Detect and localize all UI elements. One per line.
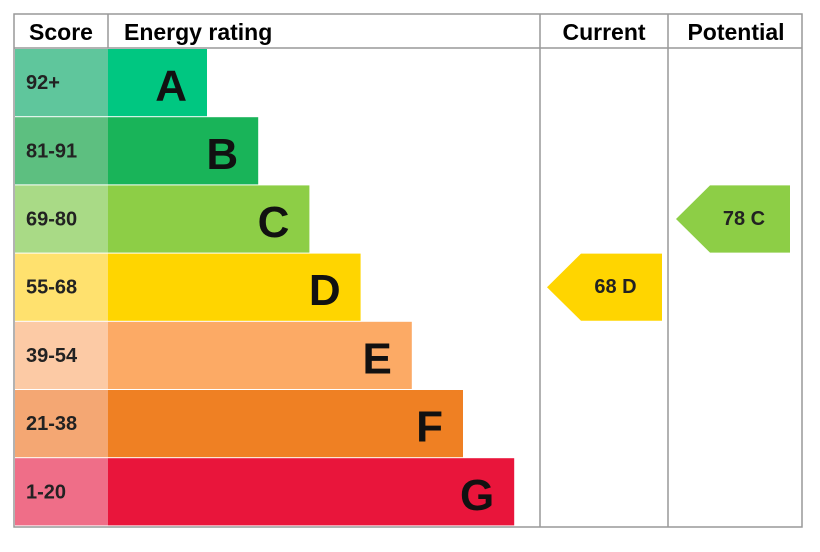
potential-label: 78 C (723, 208, 765, 230)
rating-letter: G (460, 471, 494, 520)
header-current: Current (562, 19, 645, 45)
current-arrow (547, 253, 662, 321)
potential-arrow (676, 185, 790, 253)
rating-bar (108, 185, 310, 253)
score-range: 69-80 (26, 209, 77, 231)
score-range: 39-54 (26, 345, 78, 367)
rating-bar (108, 117, 259, 185)
rating-letter: F (416, 403, 443, 452)
rating-letter: D (309, 266, 341, 315)
score-range: 55-68 (26, 277, 77, 299)
rating-bar (108, 253, 361, 321)
score-cell (15, 185, 108, 253)
score-range: 1-20 (26, 481, 66, 503)
rating-bar (108, 458, 515, 526)
score-cell (15, 253, 108, 321)
header-rating: Energy rating (124, 19, 272, 45)
score-cell (15, 321, 108, 389)
rating-bar (108, 49, 207, 117)
header-score: Score (29, 19, 93, 45)
rating-bar (108, 390, 463, 458)
rating-bar (108, 321, 412, 389)
current-label: 68 D (594, 276, 636, 298)
score-range: 81-91 (26, 140, 77, 162)
score-cell (15, 49, 108, 117)
score-cell (15, 458, 108, 526)
rating-letter: C (258, 198, 290, 247)
header-potential: Potential (687, 19, 784, 45)
rating-letter: E (362, 334, 391, 383)
score-cell (15, 117, 108, 185)
score-range: 21-38 (26, 413, 77, 435)
score-range: 92+ (26, 72, 60, 94)
rating-letter: B (206, 130, 238, 179)
rating-letter: A (155, 62, 187, 111)
score-cell (15, 390, 108, 458)
